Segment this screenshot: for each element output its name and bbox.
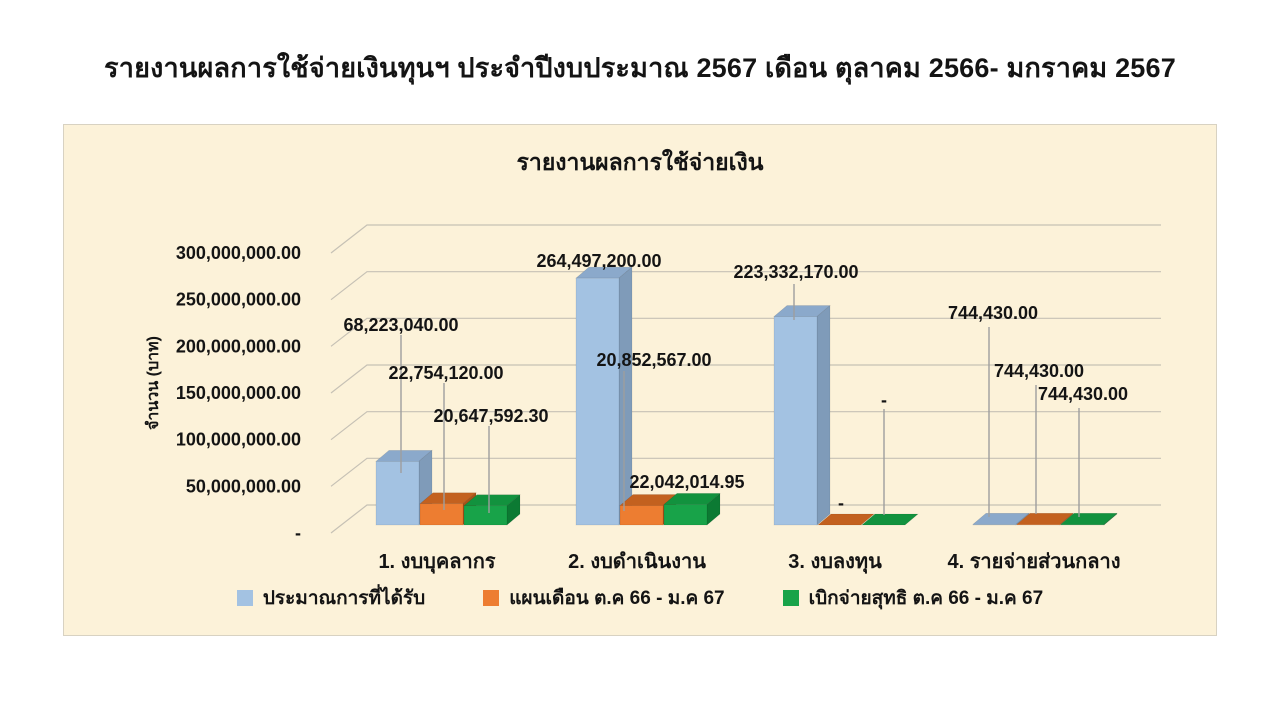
gridline	[330, 504, 1161, 534]
y-axis-ticks: 300,000,000.00 250,000,000.00 200,000,000.…	[176, 243, 301, 543]
data-label-s1-c1: 20,852,567.00	[596, 350, 711, 370]
bars	[375, 266, 1118, 526]
gridline	[330, 271, 1161, 301]
chart-legend: ประมาณการที่ได้รับ แผนเดือน ต.ค 66 - ม.ค…	[64, 583, 1216, 613]
x-axis-labels: 1. งบบุคลากร 2. งบดำเนินงาน 3. งบลงทุน 4. ร…	[378, 551, 1120, 574]
bar-s0-c2	[773, 304, 831, 526]
data-label-s0-c3: 744,430.00	[948, 303, 1038, 323]
data-label-s1-c0: 22,754,120.00	[388, 363, 503, 383]
legend-item-budget-received: ประมาณการที่ได้รับ	[236, 583, 426, 613]
legend-swatch-monthly-plan	[483, 590, 500, 606]
x-category-label: 4. รายจ่ายส่วนกลาง	[947, 551, 1120, 573]
y-tick-label: 150,000,000.00	[176, 383, 301, 403]
y-tick-label: 100,000,000.00	[176, 430, 301, 450]
data-label-s2-c3: 744,430.00	[1038, 384, 1128, 404]
data-label-s2-c2: -	[881, 390, 887, 410]
bar-s2-c3	[1060, 512, 1118, 526]
data-label-s2-c1: 22,042,014.95	[629, 472, 744, 492]
y-tick-label: 300,000,000.00	[176, 243, 301, 263]
bar-s0-c1	[575, 266, 633, 526]
bar-s2-c0	[463, 494, 521, 526]
y-tick-label: 250,000,000.00	[176, 290, 301, 310]
gridlines	[330, 224, 1161, 534]
bar-s1-c2	[817, 513, 875, 526]
bar-s1-c3	[1016, 512, 1074, 526]
page-title: รายงานผลการใช้จ่ายเงินทุนฯ ประจำปีงบประม…	[104, 53, 1176, 83]
y-tick-label: 50,000,000.00	[186, 476, 301, 496]
x-category-label: 2. งบดำเนินงาน	[568, 551, 706, 573]
gridline	[330, 317, 1161, 347]
chart-title: รายงานผลการใช้จ่ายเงิน	[516, 149, 764, 175]
data-label-s1-c2: -	[838, 493, 844, 513]
gridline	[330, 457, 1161, 487]
gridline	[330, 224, 1161, 254]
x-category-label: 1. งบบุคลากร	[378, 551, 495, 574]
data-label-s0-c1: 264,497,200.00	[536, 251, 661, 271]
y-tick-label: 200,000,000.00	[176, 336, 301, 356]
plot-svg: 68,223,040.00 22,754,120.00 20,647,592.30 2…	[176, 224, 1161, 574]
legend-swatch-budget-received	[236, 590, 253, 606]
y-tick-label: -	[295, 523, 301, 543]
leader-lines	[400, 284, 1080, 517]
legend-label: เบิกจ่ายสุทธิ ต.ค 66 - ม.ค 67	[808, 588, 1044, 609]
gridline	[330, 364, 1161, 394]
y-axis-title: จำนวน (บาท)	[145, 336, 162, 431]
bar-s0-c3	[972, 512, 1030, 526]
legend-label: แผนเดือน ต.ค 66 - ม.ค 67	[509, 588, 725, 609]
data-label-s1-c3: 744,430.00	[994, 361, 1084, 381]
legend-item-net-disbursed: เบิกจ่ายสุทธิ ต.ค 66 - ม.ค 67	[782, 583, 1044, 613]
gridline	[330, 411, 1161, 441]
chart-area: 68,223,040.00 22,754,120.00 20,647,592.30 2…	[63, 124, 1217, 636]
legend-label: ประมาณการที่ได้รับ	[262, 588, 426, 609]
data-label-s0-c2: 223,332,170.00	[733, 262, 858, 282]
data-labels: 68,223,040.00 22,754,120.00 20,647,592.30 2…	[343, 251, 1128, 513]
legend-swatch-net-disbursed	[782, 590, 799, 606]
legend-item-monthly-plan: แผนเดือน ต.ค 66 - ม.ค 67	[483, 583, 725, 613]
bar-s2-c1	[663, 492, 721, 526]
x-category-label: 3. งบลงทุน	[788, 551, 882, 574]
bar-s2-c2	[861, 513, 919, 526]
data-label-s2-c0: 20,647,592.30	[433, 406, 548, 426]
data-label-s0-c0: 68,223,040.00	[343, 315, 458, 335]
